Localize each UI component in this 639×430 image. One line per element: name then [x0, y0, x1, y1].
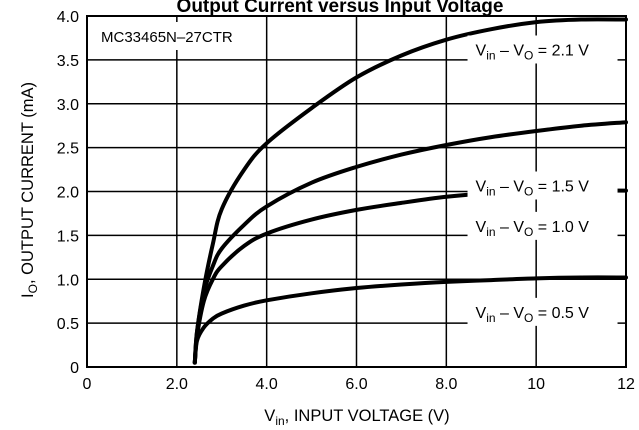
x-tick-label: 4.0	[256, 376, 278, 393]
series-label-part: O	[524, 185, 533, 199]
y-axis-label-rest: , OUTPUT CURRENT (mA)	[19, 82, 37, 284]
series-label-part: in	[486, 225, 495, 239]
series-label-box	[467, 297, 618, 326]
y-tick-label: 2.5	[57, 141, 79, 158]
series-label-box	[467, 171, 618, 200]
series-label-part: – V	[496, 179, 525, 196]
series-label-part: = 2.1 V	[533, 42, 589, 59]
series-label-part: – V	[496, 42, 525, 59]
x-tick-label: 12	[617, 376, 635, 393]
y-axis-label-main: I	[19, 293, 37, 298]
y-tick-label: 2.0	[57, 185, 79, 202]
series-label-2: Vin – VO = 1.0 V	[476, 219, 590, 239]
series-label-part: O	[524, 48, 533, 62]
chart-title: Output Current versus Input Voltage	[177, 0, 504, 17]
model-label: MC33465N–27CTR	[101, 29, 233, 46]
y-tick-label: 4.0	[57, 9, 79, 26]
series-label-part: = 1.5 V	[533, 179, 589, 196]
y-tick-label: 0.5	[57, 316, 79, 333]
y-tick-label: 3.0	[57, 97, 79, 114]
series-label-part: = 1.0 V	[533, 219, 589, 236]
series-label-box	[467, 211, 618, 240]
series-label-3: Vin – VO = 0.5 V	[476, 305, 590, 325]
series-label-part: in	[486, 185, 495, 199]
y-tick-label: 1.0	[57, 272, 79, 289]
y-tick-label: 0	[70, 360, 79, 377]
x-tick-label: 8.0	[435, 376, 457, 393]
series-label-part: V	[476, 305, 487, 322]
x-tick-label: 0	[83, 376, 92, 393]
series-label-part: O	[524, 225, 533, 239]
y-axis-label-sub: O	[26, 284, 40, 293]
x-tick-label: 10	[527, 376, 545, 393]
series-label-0: Vin – VO = 2.1 V	[476, 42, 590, 62]
series-line-1	[192, 120, 628, 365]
y-tick-label: 3.5	[57, 53, 79, 70]
x-tick-label: 6.0	[345, 376, 367, 393]
x-axis-label: Vin, INPUT VOLTAGE (V)	[264, 407, 449, 428]
y-tick-label: 1.5	[57, 228, 79, 245]
series-label-part: O	[524, 311, 533, 325]
series-label-part: V	[476, 42, 487, 59]
series-label-part: in	[486, 48, 495, 62]
x-axis-label-sub: in	[275, 414, 284, 428]
series-line-3	[192, 275, 628, 365]
series-label-part: = 0.5 V	[533, 305, 589, 322]
series-label-1: Vin – VO = 1.5 V	[476, 179, 590, 199]
y-axis-label: IO, OUTPUT CURRENT (mA)	[19, 82, 40, 298]
series-label-part: V	[476, 179, 487, 196]
x-axis-label-main: V	[264, 407, 275, 425]
model-label-box	[91, 22, 261, 50]
x-axis-label-rest: , INPUT VOLTAGE (V)	[285, 407, 450, 425]
y-axis-ticks: 0 0.5 1.0 1.5 2.0 2.5 3.0 3.5 4.0	[57, 9, 79, 377]
series-line-0	[192, 17, 628, 365]
series-label-part: in	[486, 311, 495, 325]
series-label-part: – V	[496, 219, 525, 236]
x-axis-ticks: 0 2.0 4.0 6.0 8.0 10 12	[83, 376, 635, 393]
x-tick-label: 2.0	[166, 376, 188, 393]
series-label-part: – V	[496, 305, 525, 322]
series-label-box	[467, 35, 618, 64]
series-label-part: V	[476, 219, 487, 236]
